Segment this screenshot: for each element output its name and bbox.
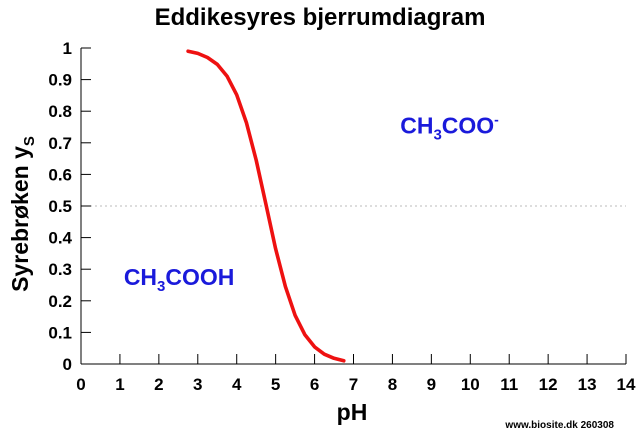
- x-axis-label: pH: [337, 399, 368, 425]
- y-tick-label: 0.3: [48, 260, 72, 279]
- y-axis-label-main: Syrebrøken y: [7, 146, 33, 292]
- x-tick-label: 13: [578, 375, 597, 394]
- annotation-acetate-rest: COO: [442, 112, 494, 138]
- axes-group: [80, 48, 626, 365]
- y-tick-label: 0.9: [48, 71, 72, 90]
- annotation-acetic-acid-sub: 3: [157, 278, 165, 295]
- x-tick-label: 9: [427, 375, 436, 394]
- x-tick-label: 3: [193, 375, 202, 394]
- y-tick-label: 0: [63, 355, 72, 374]
- annotation-acetate-sub: 3: [433, 126, 441, 143]
- y-tick-label: 0.4: [48, 229, 72, 248]
- x-tick-label: 14: [617, 375, 636, 394]
- y-tick-label: 0.8: [48, 102, 72, 121]
- series-layer: [186, 49, 346, 363]
- chart-title: Eddikesyres bjerrumdiagram: [155, 4, 486, 31]
- x-tick-label: 8: [388, 375, 397, 394]
- x-tick-label: 12: [539, 375, 558, 394]
- y-tick-label: 0.6: [48, 165, 72, 184]
- x-tick-label: 5: [271, 375, 280, 394]
- x-tick-label: 2: [154, 375, 163, 394]
- annotation-acetic-acid-base: CH: [124, 264, 157, 290]
- annotation-acetic-acid: CH3COOH: [124, 264, 235, 295]
- y-tick-label: 0.7: [48, 134, 72, 153]
- annotation-acetate-base: CH: [400, 112, 433, 138]
- species-annotations: CH3COO-CH3COOH: [124, 111, 499, 295]
- x-tick-label: 7: [349, 375, 358, 394]
- x-tick-label: 6: [310, 375, 319, 394]
- x-tick-label: 10: [461, 375, 480, 394]
- annotation-acetate: CH3COO-: [400, 111, 499, 143]
- x-tick-label: 0: [76, 375, 85, 394]
- y-axis-label: Syrebrøken yS: [7, 136, 38, 292]
- y-tick-label: 0.2: [48, 292, 72, 311]
- annotation-acetate-sup: -: [494, 111, 499, 127]
- y-axis-label-sub: S: [21, 136, 38, 146]
- y-tick-label: 0.1: [48, 323, 72, 342]
- series-line: [186, 49, 346, 363]
- y-tick-label: 1: [63, 39, 72, 58]
- x-tick-label: 4: [232, 375, 242, 394]
- x-tick-label: 1: [115, 375, 124, 394]
- x-tick-label: 11: [500, 375, 518, 394]
- annotation-acetic-acid-rest: COOH: [165, 264, 234, 290]
- y-tick-group: 0 0.1 0.2 0.3 0.4 0.5 0.6 0.7 0.8 0.9 1: [48, 39, 91, 374]
- credit-text: www.biosite.dk 260308: [504, 420, 614, 431]
- x-tick-group: 0 1 2 3 4 5 6 7 8 9 10 11 12 13 14: [76, 354, 636, 394]
- y-tick-label: 0.5: [48, 197, 72, 216]
